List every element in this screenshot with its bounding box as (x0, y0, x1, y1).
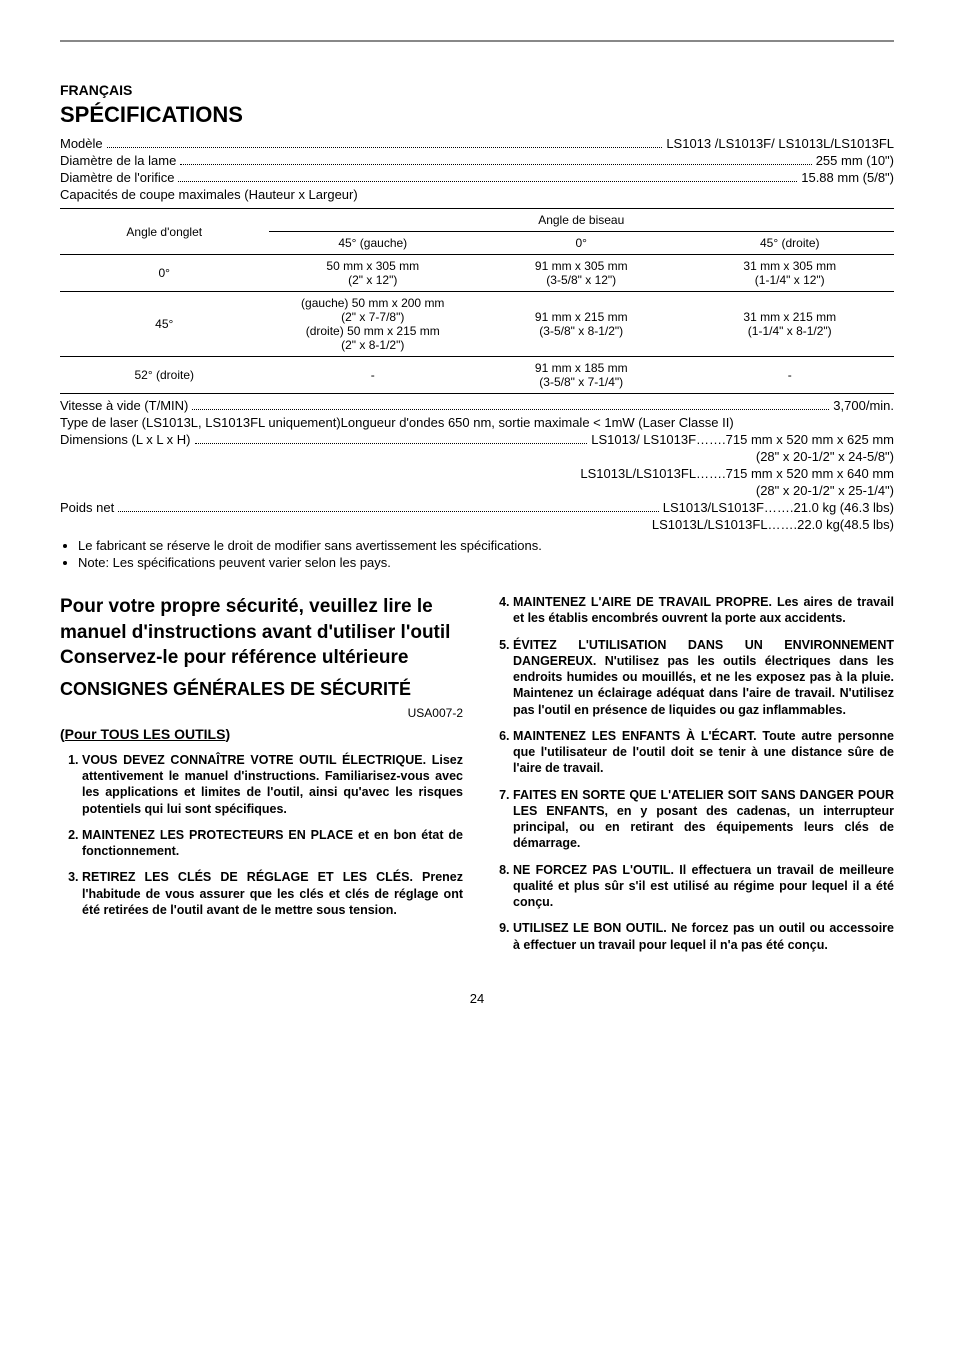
bevel-header: Angle de biseau (269, 209, 895, 232)
spec-value: 3,700/min. (833, 398, 894, 413)
spec-label: Dimensions (L x L x H) (60, 432, 191, 447)
dot-leader (192, 409, 829, 410)
miter-header: Angle d'onglet (60, 209, 269, 255)
table-cell: 91 mm x 185 mm(3-5/8" x 7-1/4") (477, 357, 686, 394)
safety-subhead: (Pour TOUS LES OUTILS) (60, 726, 463, 742)
language-label: FRANÇAIS (60, 82, 894, 98)
spec-label: Vitesse à vide (T/MIN) (60, 398, 188, 413)
section-title: SPÉCIFICATIONS (60, 102, 894, 128)
rule-item: MAINTENEZ LES ENFANTS À L'ÉCART. Toute a… (513, 728, 894, 777)
spec-line: Diamètre de la lame 255 mm (10") (60, 153, 894, 168)
spec-value: 15.88 mm (5/8") (801, 170, 894, 185)
spec-dims-extra-1: LS1013L/LS1013FL…….715 mm x 520 mm x 640… (60, 466, 894, 481)
safety-intro: Pour votre propre sécurité, veuillez lir… (60, 594, 463, 671)
dot-leader (107, 147, 663, 148)
capacity-table: Angle d'onglet Angle de biseau 45° (gauc… (60, 208, 894, 394)
table-cell: 52° (droite) (60, 357, 269, 394)
specs-top: Modèle LS1013 /LS1013F/ LS1013L/LS1013FL D… (60, 136, 894, 185)
left-column: Pour votre propre sécurité, veuillez lir… (60, 594, 463, 963)
right-column: MAINTENEZ L'AIRE DE TRAVAIL PROPRE. Les … (491, 594, 894, 963)
page-number: 24 (60, 991, 894, 1006)
spec-weight-extra: LS1013L/LS1013FL…….22.0 kg(48.5 lbs) (60, 517, 894, 532)
table-cell: 91 mm x 305 mm(3-5/8" x 12") (477, 255, 686, 292)
rules-left: VOUS DEVEZ CONNAÎTRE VOTRE OUTIL ÉLECTRI… (60, 752, 463, 918)
spec-speed: Vitesse à vide (T/MIN) 3,700/min. (60, 398, 894, 413)
capacity-label: Capacités de coupe maximales (Hauteur x … (60, 187, 894, 202)
bevel-col-0: 45° (gauche) (269, 232, 478, 255)
safety-heading: CONSIGNES GÉNÉRALES DE SÉCURITÉ (60, 679, 463, 700)
dot-leader (195, 443, 588, 444)
dot-leader (180, 164, 811, 165)
dot-leader (118, 511, 659, 512)
rule-item: RETIREZ LES CLÉS DE RÉGLAGE ET LES CLÉS.… (82, 869, 463, 918)
spec-line: Diamètre de l'orifice 15.88 mm (5/8") (60, 170, 894, 185)
rule-item: NE FORCEZ PAS L'OUTIL. Il effectuera un … (513, 862, 894, 911)
top-rule (60, 40, 894, 42)
spec-label: Modèle (60, 136, 103, 151)
table-cell: 0° (60, 255, 269, 292)
table-cell: 31 mm x 305 mm(1-1/4" x 12") (686, 255, 895, 292)
dot-leader (178, 181, 797, 182)
table-row: 52° (droite)-91 mm x 185 mm(3-5/8" x 7-1… (60, 357, 894, 394)
note-item: Le fabricant se réserve le droit de modi… (78, 538, 894, 553)
note-item: Note: Les spécifications peuvent varier … (78, 555, 894, 570)
spec-dims-extra-0: (28" x 20-1/2" x 24-5/8") (60, 449, 894, 464)
spec-value: LS1013/ LS1013F…….715 mm x 520 mm x 625 … (591, 432, 894, 447)
bevel-col-2: 45° (droite) (686, 232, 895, 255)
table-cell: - (686, 357, 895, 394)
rule-item: MAINTENEZ L'AIRE DE TRAVAIL PROPRE. Les … (513, 594, 894, 627)
spec-label: Diamètre de la lame (60, 153, 176, 168)
table-cell: 45° (60, 292, 269, 357)
spec-line: Modèle LS1013 /LS1013F/ LS1013L/LS1013FL (60, 136, 894, 151)
table-cell: 50 mm x 305 mm(2" x 12") (269, 255, 478, 292)
rule-item: UTILISEZ LE BON OUTIL. Ne forcez pas un … (513, 920, 894, 953)
table-cell: - (269, 357, 478, 394)
doc-code: USA007-2 (60, 706, 463, 720)
table-cell: 91 mm x 215 mm(3-5/8" x 8-1/2") (477, 292, 686, 357)
spec-dims: Dimensions (L x L x H) LS1013/ LS1013F……… (60, 432, 894, 447)
spec-dims-extra-2: (28" x 20-1/2" x 25-1/4") (60, 483, 894, 498)
table-cell: (gauche) 50 mm x 200 mm(2" x 7-7/8")(dro… (269, 292, 478, 357)
rule-item: ÉVITEZ L'UTILISATION DANS UN ENVIRONNEME… (513, 637, 894, 718)
rule-item: VOUS DEVEZ CONNAÎTRE VOTRE OUTIL ÉLECTRI… (82, 752, 463, 817)
spec-value: LS1013 /LS1013F/ LS1013L/LS1013FL (666, 136, 894, 151)
table-row: 45°(gauche) 50 mm x 200 mm(2" x 7-7/8")(… (60, 292, 894, 357)
rule-item: FAITES EN SORTE QUE L'ATELIER SOIT SANS … (513, 787, 894, 852)
spec-label: Poids net (60, 500, 114, 515)
spec-value: 255 mm (10") (816, 153, 894, 168)
bevel-col-1: 0° (477, 232, 686, 255)
notes-list: Le fabricant se réserve le droit de modi… (60, 538, 894, 570)
spec-value: LS1013/LS1013F…….21.0 kg (46.3 lbs) (663, 500, 894, 515)
table-cell: 31 mm x 215 mm(1-1/4" x 8-1/2") (686, 292, 895, 357)
spec-label: Diamètre de l'orifice (60, 170, 174, 185)
table-row: 0°50 mm x 305 mm(2" x 12")91 mm x 305 mm… (60, 255, 894, 292)
rule-item: MAINTENEZ LES PROTECTEURS EN PLACE et en… (82, 827, 463, 860)
spec-weight: Poids net LS1013/LS1013F…….21.0 kg (46.3… (60, 500, 894, 515)
spec-laser: Type de laser (LS1013L, LS1013FL uniquem… (60, 415, 894, 430)
rules-right: MAINTENEZ L'AIRE DE TRAVAIL PROPRE. Les … (491, 594, 894, 953)
